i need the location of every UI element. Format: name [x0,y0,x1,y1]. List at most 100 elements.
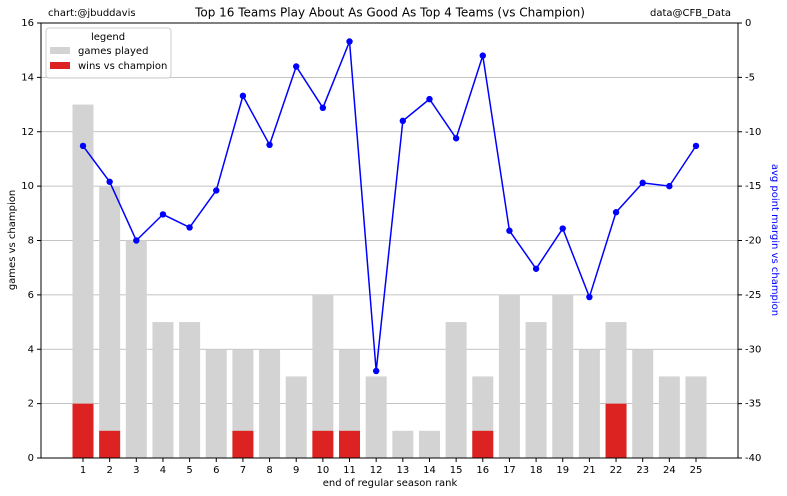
point [133,237,140,244]
bar [685,376,707,458]
x-tick-label: 4 [160,465,166,476]
x-tick-label: 15 [450,465,463,476]
y-tick-label: 14 [21,72,34,83]
x-tick-label: 16 [476,465,489,476]
bar [552,294,574,458]
point [372,367,380,375]
bar [365,376,387,458]
x-tick-label: 23 [636,465,649,476]
x-tick-label: 7 [240,465,246,476]
y-tick-label: 0 [28,453,34,464]
bar [285,376,307,458]
bar [179,322,201,458]
x-tick-label: 22 [610,465,623,476]
bar [339,430,361,458]
y2-tick-label: -15 [745,181,761,192]
y-tick-label: 4 [28,344,34,355]
y-tick-label: 10 [21,181,34,192]
bar [632,349,654,458]
y-tick-label: 16 [21,18,34,29]
point [559,225,566,232]
point [479,52,486,59]
legend-label: games played [78,46,148,57]
point [319,104,327,112]
bar [125,240,147,458]
bar [259,349,281,458]
point [213,187,220,194]
bar [99,186,121,458]
y2-tick-label: -25 [745,290,761,301]
legend-title: legend [91,32,125,43]
point [452,135,460,142]
y2-tick-label: -40 [745,453,761,464]
bar [205,349,227,458]
bar [72,403,94,458]
x-tick-label: 13 [396,465,409,476]
x-tick-label: 9 [293,465,299,476]
y2-tick-label: -10 [745,127,761,138]
point [293,63,300,70]
y2-tick-label: -35 [745,399,761,410]
bar [658,376,680,458]
legend-swatch [50,62,70,69]
legend-box [45,27,172,79]
bar [99,430,121,458]
line [82,41,697,372]
bar [578,349,600,458]
x-tick-label: 25 [690,465,703,476]
point [399,117,407,125]
point [586,293,593,301]
bar [312,294,334,458]
x-tick-label: 12 [370,465,383,476]
x-tick-label: 5 [186,465,192,476]
point [506,227,513,234]
point [426,95,433,103]
x-tick-label: 19 [556,465,569,476]
point [692,142,700,150]
point [346,38,353,45]
y-axis-title: games vs champion [7,190,18,290]
legend-swatch [50,47,70,54]
bar [392,430,414,458]
point [186,224,193,231]
bar [418,430,440,458]
y2-tick-label: 0 [745,18,751,29]
x-tick-label: 17 [503,465,516,476]
plot-frame [40,22,739,459]
bar [72,104,94,458]
point [666,182,673,190]
x-tick-label: 11 [343,465,356,476]
bar [232,430,254,458]
x-axis-title: end of regular season rank [323,478,458,489]
y-tick-label: 2 [28,399,34,410]
x-tick-label: 8 [266,465,272,476]
legend-label: wins vs champion [78,61,167,72]
bar [312,430,334,458]
point [106,178,113,185]
y2-axis-title: avg point margin vs champion [769,164,780,316]
x-tick-label: 18 [530,465,543,476]
point [79,142,87,150]
x-tick-label: 14 [423,465,436,476]
y-tick-label: 8 [28,236,34,247]
y-tick-label: 6 [28,290,34,301]
point [239,92,247,100]
bar [605,403,627,458]
x-tick-label: 10 [317,465,330,476]
point [159,211,167,218]
y2-tick-label: -30 [745,344,761,355]
bar [445,322,467,458]
x-tick-label: 21 [583,465,596,476]
x-tick-label: 1 [80,465,86,476]
bar [152,322,174,458]
credit: chart:@jbuddavis [48,8,136,19]
bar [498,294,520,458]
y2-tick-label: -5 [745,72,755,83]
y-tick-label: 12 [21,127,34,138]
point [532,265,540,272]
point [639,179,646,187]
x-tick-label: 3 [133,465,139,476]
point [612,209,620,216]
x-tick-label: 2 [106,465,112,476]
